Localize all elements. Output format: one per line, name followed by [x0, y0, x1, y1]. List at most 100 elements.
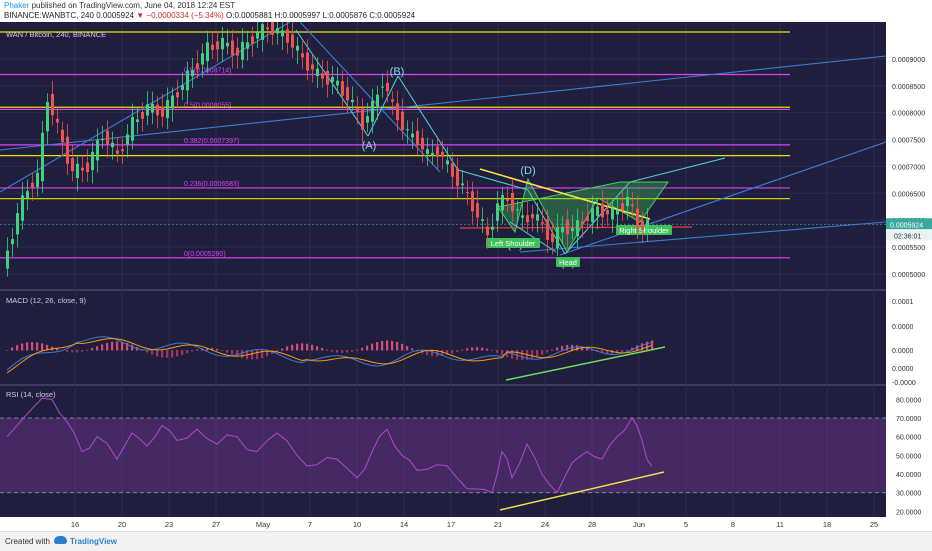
- macd-histogram-bar: [396, 342, 399, 351]
- candle-body: [516, 209, 519, 211]
- macd-histogram-bar: [96, 346, 99, 351]
- candle-body: [196, 63, 199, 69]
- abcde-wave-line: [397, 75, 459, 171]
- macd-histogram-bar: [631, 347, 634, 351]
- candle-body: [231, 40, 234, 56]
- candle-body: [526, 215, 529, 223]
- macd-histogram-bar: [81, 350, 84, 352]
- candle-body: [441, 151, 444, 157]
- price-candles: [6, 22, 649, 277]
- candle-body: [261, 24, 264, 40]
- macd-histogram-bar: [336, 350, 339, 353]
- footer-bar: Created with TradingView: [0, 531, 932, 551]
- candle-body: [571, 228, 574, 232]
- x-tick-label: May: [256, 520, 270, 529]
- candle-body: [371, 100, 374, 122]
- macd-histogram-bar: [156, 350, 159, 357]
- x-tick-label: 25: [870, 520, 878, 529]
- candle-body: [436, 146, 439, 157]
- macd-histogram-bar: [171, 350, 174, 358]
- macd-histogram-bar: [341, 350, 344, 353]
- rsi-tick-label: 70.0000: [896, 416, 921, 423]
- macd-histogram-bar: [581, 346, 584, 351]
- candle-body: [276, 27, 279, 34]
- footer-brand[interactable]: TradingView: [70, 537, 117, 546]
- macd-histogram-bar: [121, 341, 124, 351]
- candle-body: [321, 73, 324, 79]
- macd-histogram-bar: [191, 350, 194, 352]
- candle-body: [146, 104, 149, 116]
- symbol-quote-line: BINANCE:WANBTC, 240 0.0005924 ▼ −0.00003…: [4, 11, 415, 20]
- candle-body: [391, 99, 394, 102]
- macd-histogram-bar: [576, 345, 579, 351]
- macd-histogram-bar: [86, 349, 89, 351]
- rsi-tick-label: 80.0000: [896, 397, 921, 404]
- candle-body: [316, 68, 319, 77]
- candle-body: [71, 158, 74, 172]
- macd-histogram-bar: [226, 350, 229, 353]
- macd-histogram-bar: [371, 343, 374, 351]
- macd-histogram-bar: [626, 349, 629, 351]
- macd-histogram-bar: [311, 344, 314, 351]
- candle-body: [211, 44, 214, 50]
- candle-body: [186, 70, 189, 91]
- wave-label-d: (D): [520, 165, 535, 177]
- chart-title: WAN / Bitcoin, 240, BINANCE: [6, 30, 106, 39]
- macd-histogram-bar: [186, 350, 189, 354]
- x-tick-label: Jun: [633, 520, 645, 529]
- macd-histogram-bar: [161, 350, 164, 358]
- tradingview-logo-icon: [54, 536, 67, 544]
- macd-histogram-bar: [521, 350, 524, 361]
- trend-line: [519, 221, 887, 253]
- candle-body: [136, 119, 139, 123]
- chart-publish-header: Phaker published on TradingView.com, Jun…: [4, 1, 235, 10]
- candle-body: [26, 191, 29, 199]
- macd-histogram-bar: [291, 344, 294, 351]
- macd-histogram-bar: [126, 342, 129, 351]
- price-tick-label: 0.0009000: [892, 57, 925, 64]
- macd-histogram-bar: [461, 349, 464, 351]
- candle-body: [466, 191, 469, 193]
- candle-body: [591, 207, 594, 222]
- candle-body: [266, 27, 269, 30]
- macd-histogram-bar: [441, 350, 444, 357]
- macd-histogram-bar: [556, 347, 559, 351]
- candle-body: [631, 204, 634, 207]
- author-link[interactable]: Phaker: [4, 1, 30, 10]
- candle-body: [326, 70, 329, 85]
- candle-body: [406, 129, 409, 131]
- macd-histogram-bar: [31, 342, 34, 351]
- trading-chart[interactable]: 0.5(0.0008714)0.5(0.0008055)0.382(0.0007…: [0, 22, 932, 531]
- neckline-yellow: [479, 168, 651, 220]
- rsi-divergence-line: [499, 471, 665, 511]
- candle-body: [181, 85, 184, 90]
- macd-tick-label: 0.0000: [892, 324, 914, 331]
- macd-tick-label: 0.0000: [892, 348, 914, 355]
- candle-body: [21, 195, 24, 221]
- price-tick-label: 0.0007500: [892, 138, 925, 145]
- candle-body: [616, 209, 619, 215]
- macd-histogram-bar: [586, 347, 589, 351]
- candle-body: [301, 53, 304, 58]
- candle-body: [256, 32, 259, 39]
- macd-histogram-bar: [116, 341, 119, 351]
- macd-histogram-bar: [221, 350, 224, 351]
- price-tick-label: 0.0007000: [892, 164, 925, 171]
- macd-histogram-bar: [41, 343, 44, 351]
- candle-body: [636, 208, 639, 230]
- candle-body: [61, 129, 64, 143]
- macd-histogram-bar: [286, 346, 289, 351]
- macd-pane: [6, 336, 666, 381]
- candle-body: [551, 233, 554, 243]
- left-shoulder-label-badge: [486, 238, 540, 248]
- macd-histogram-bar: [481, 347, 484, 351]
- candle-body: [331, 77, 334, 82]
- fib-level-label: 0(0.0005280): [184, 251, 226, 258]
- macd-histogram-bar: [241, 350, 244, 359]
- candle-body: [121, 149, 124, 152]
- macd-histogram-bar: [351, 350, 354, 352]
- macd-histogram-bar: [36, 342, 39, 351]
- macd-tick-label: 0.0000: [892, 366, 914, 373]
- right-shoulder-label-badge: [616, 225, 672, 235]
